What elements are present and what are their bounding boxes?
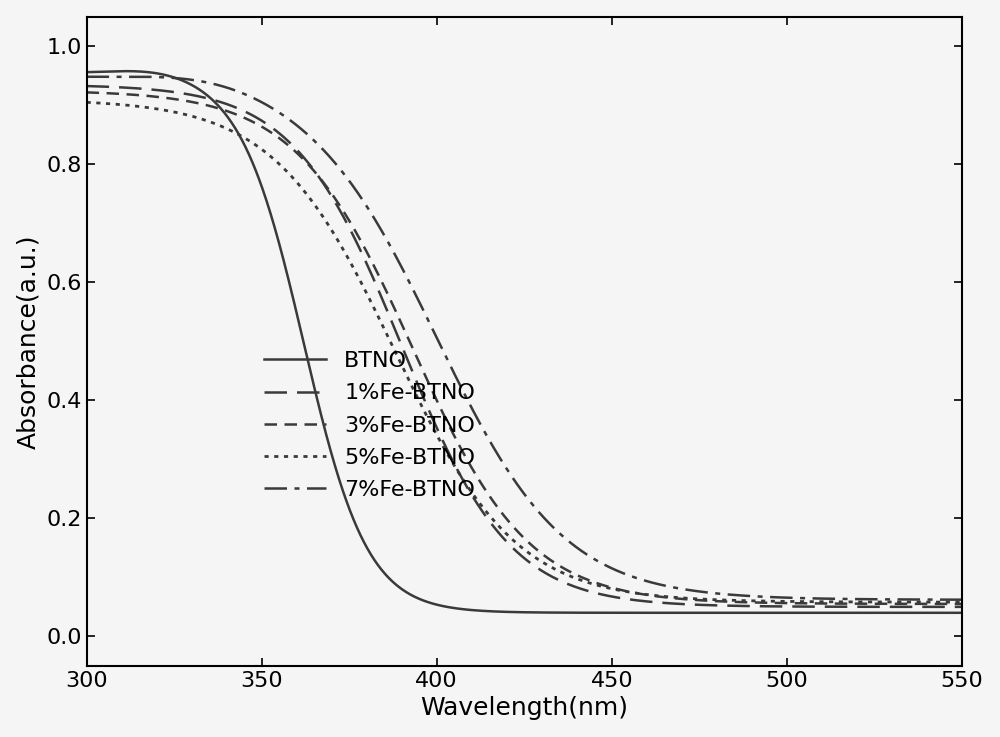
BTNO [931, 608, 943, 617]
5%Fe-BTNO [930, 598, 942, 607]
7%Fe-BTNO [507, 473, 519, 482]
3%Fe-BTNO [506, 521, 518, 530]
3%Fe-BTNO [770, 598, 782, 607]
5%Fe-BTNO [81, 98, 93, 107]
BTNO [120, 67, 132, 76]
Y-axis label: Absorbance(a.u.): Absorbance(a.u.) [17, 234, 41, 449]
7%Fe-BTNO [126, 72, 138, 81]
Line: 5%Fe-BTNO: 5%Fe-BTNO [87, 102, 962, 602]
5%Fe-BTNO [506, 535, 518, 544]
BTNO [931, 608, 943, 617]
1%Fe-BTNO [930, 602, 942, 611]
3%Fe-BTNO [483, 491, 495, 500]
3%Fe-BTNO [930, 599, 942, 608]
BTNO [483, 607, 495, 615]
1%Fe-BTNO [770, 602, 782, 611]
1%Fe-BTNO [483, 516, 495, 525]
BTNO [507, 607, 519, 616]
3%Fe-BTNO [81, 88, 93, 97]
7%Fe-BTNO [931, 595, 943, 604]
Line: 1%Fe-BTNO: 1%Fe-BTNO [87, 86, 962, 607]
Line: 3%Fe-BTNO: 3%Fe-BTNO [87, 92, 962, 604]
3%Fe-BTNO [956, 599, 968, 608]
5%Fe-BTNO [770, 597, 782, 606]
5%Fe-BTNO [931, 598, 943, 607]
3%Fe-BTNO [125, 90, 137, 99]
7%Fe-BTNO [121, 72, 133, 81]
7%Fe-BTNO [770, 593, 782, 601]
1%Fe-BTNO [931, 602, 943, 611]
Line: BTNO: BTNO [87, 71, 962, 612]
BTNO [126, 67, 138, 76]
BTNO [956, 608, 968, 617]
1%Fe-BTNO [125, 83, 137, 92]
5%Fe-BTNO [483, 511, 495, 520]
1%Fe-BTNO [956, 602, 968, 611]
Line: 7%Fe-BTNO: 7%Fe-BTNO [87, 77, 962, 600]
3%Fe-BTNO [931, 599, 943, 608]
5%Fe-BTNO [956, 598, 968, 607]
BTNO [770, 608, 782, 617]
7%Fe-BTNO [483, 436, 495, 445]
5%Fe-BTNO [125, 101, 137, 110]
7%Fe-BTNO [81, 72, 93, 81]
1%Fe-BTNO [506, 543, 518, 552]
7%Fe-BTNO [931, 595, 943, 604]
BTNO [81, 68, 93, 77]
1%Fe-BTNO [81, 82, 93, 91]
X-axis label: Wavelength(nm): Wavelength(nm) [420, 696, 628, 720]
7%Fe-BTNO [956, 595, 968, 604]
Legend: BTNO, 1%Fe-BTNO, 3%Fe-BTNO, 5%Fe-BTNO, 7%Fe-BTNO: BTNO, 1%Fe-BTNO, 3%Fe-BTNO, 5%Fe-BTNO, 7… [255, 343, 484, 509]
